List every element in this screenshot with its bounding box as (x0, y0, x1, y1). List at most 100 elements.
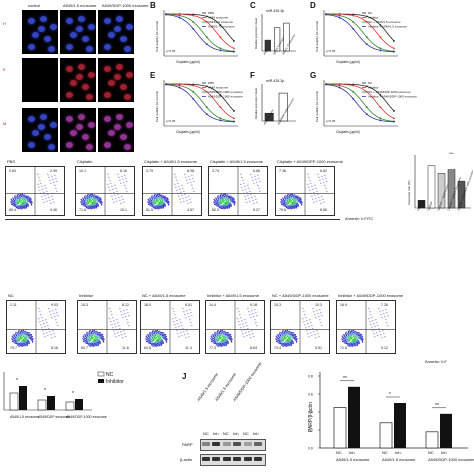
flow-event (17, 331, 20, 333)
flow-event (245, 322, 247, 324)
flow-event (252, 199, 254, 201)
cell-nucleus (120, 36, 127, 42)
flow-event (246, 335, 248, 337)
flow-plot-title: Inhibitor + A549/1.5 exosome (207, 293, 259, 298)
flow-event (97, 341, 100, 343)
flow-event (287, 336, 290, 339)
flow-event (287, 344, 289, 346)
flow-event (13, 335, 15, 337)
flow-event (222, 344, 224, 346)
significance: * (389, 392, 391, 398)
flow-event (83, 204, 85, 206)
flow-event (96, 332, 99, 334)
flow-event (165, 337, 167, 340)
flow-event (14, 201, 16, 204)
flow-event (345, 338, 347, 341)
flow-event (180, 201, 182, 203)
flow-event (161, 342, 163, 344)
flow-event (219, 343, 221, 345)
quadrant-percent: 10.3 (315, 303, 322, 307)
flow-event (153, 343, 155, 346)
flow-event (89, 330, 91, 332)
flow-event (286, 331, 289, 334)
flow-event (293, 197, 295, 200)
flow-event (163, 336, 165, 338)
flow-plot-title: PBS (7, 159, 16, 164)
flow-event (349, 342, 352, 344)
flow-event (159, 332, 162, 334)
flow-event (290, 333, 293, 335)
flow-event (249, 190, 251, 192)
flow-event (117, 332, 119, 334)
flow-event (30, 338, 32, 340)
flow-event (312, 188, 314, 190)
flow-event (252, 313, 254, 315)
flow-event (357, 334, 360, 337)
flow-event (163, 199, 166, 201)
flow-event (231, 198, 233, 200)
flow-event (21, 342, 23, 344)
cell-nucleus (88, 24, 95, 30)
flow-event (19, 342, 22, 344)
flow-event (28, 342, 30, 345)
flow-event (15, 333, 17, 336)
flow-event (27, 337, 30, 339)
flow-event (343, 333, 345, 336)
flow-event (215, 340, 217, 342)
cell-nucleus (32, 130, 39, 136)
flow-event (149, 341, 152, 343)
flow-event (190, 322, 192, 324)
flow-event (95, 199, 97, 201)
flow-event (85, 201, 88, 204)
actin-band (202, 457, 210, 461)
flow-event (285, 200, 287, 203)
flow-event (299, 198, 301, 201)
flow-event (220, 329, 222, 332)
flow-event (85, 202, 87, 205)
flow-event (152, 200, 154, 203)
flow-event (291, 336, 294, 338)
flow-event (275, 335, 277, 337)
flow-event (158, 345, 160, 347)
flow-event (291, 195, 294, 197)
flow-event (178, 185, 180, 187)
flow-event (23, 331, 26, 333)
flow-event (23, 344, 25, 346)
flow-event (89, 205, 91, 208)
flow-event (81, 202, 83, 204)
flow-event (252, 179, 254, 181)
flow-event (91, 198, 94, 201)
bar-inhibitor (440, 413, 452, 448)
flow-event (211, 339, 213, 341)
flow-event (154, 330, 156, 333)
flow-event (296, 199, 299, 201)
data-point (219, 94, 222, 96)
flow-event (89, 344, 91, 346)
flow-event (192, 177, 194, 179)
flow-event (122, 198, 124, 200)
flow-event (156, 205, 158, 208)
flow-event (216, 333, 218, 335)
flow-event (232, 198, 234, 201)
flow-event (25, 333, 27, 336)
flow-event (292, 341, 294, 344)
flow-event (215, 338, 218, 341)
cell-nucleus (66, 142, 73, 148)
data-point (365, 43, 368, 46)
flow-event (285, 201, 288, 204)
flow-event (246, 191, 248, 193)
flow-event (213, 203, 216, 206)
flow-event (114, 194, 116, 196)
flow-event (354, 342, 356, 344)
flow-event (179, 198, 181, 200)
flow-event (149, 197, 151, 199)
flow-event (278, 342, 280, 344)
flow-event (221, 206, 223, 208)
flow-event (119, 328, 121, 330)
data-point (352, 20, 355, 23)
flow-event (227, 194, 229, 196)
flow-event (292, 200, 295, 202)
quadrant-percent: 15.3 (81, 303, 88, 307)
parp-band (212, 442, 221, 446)
